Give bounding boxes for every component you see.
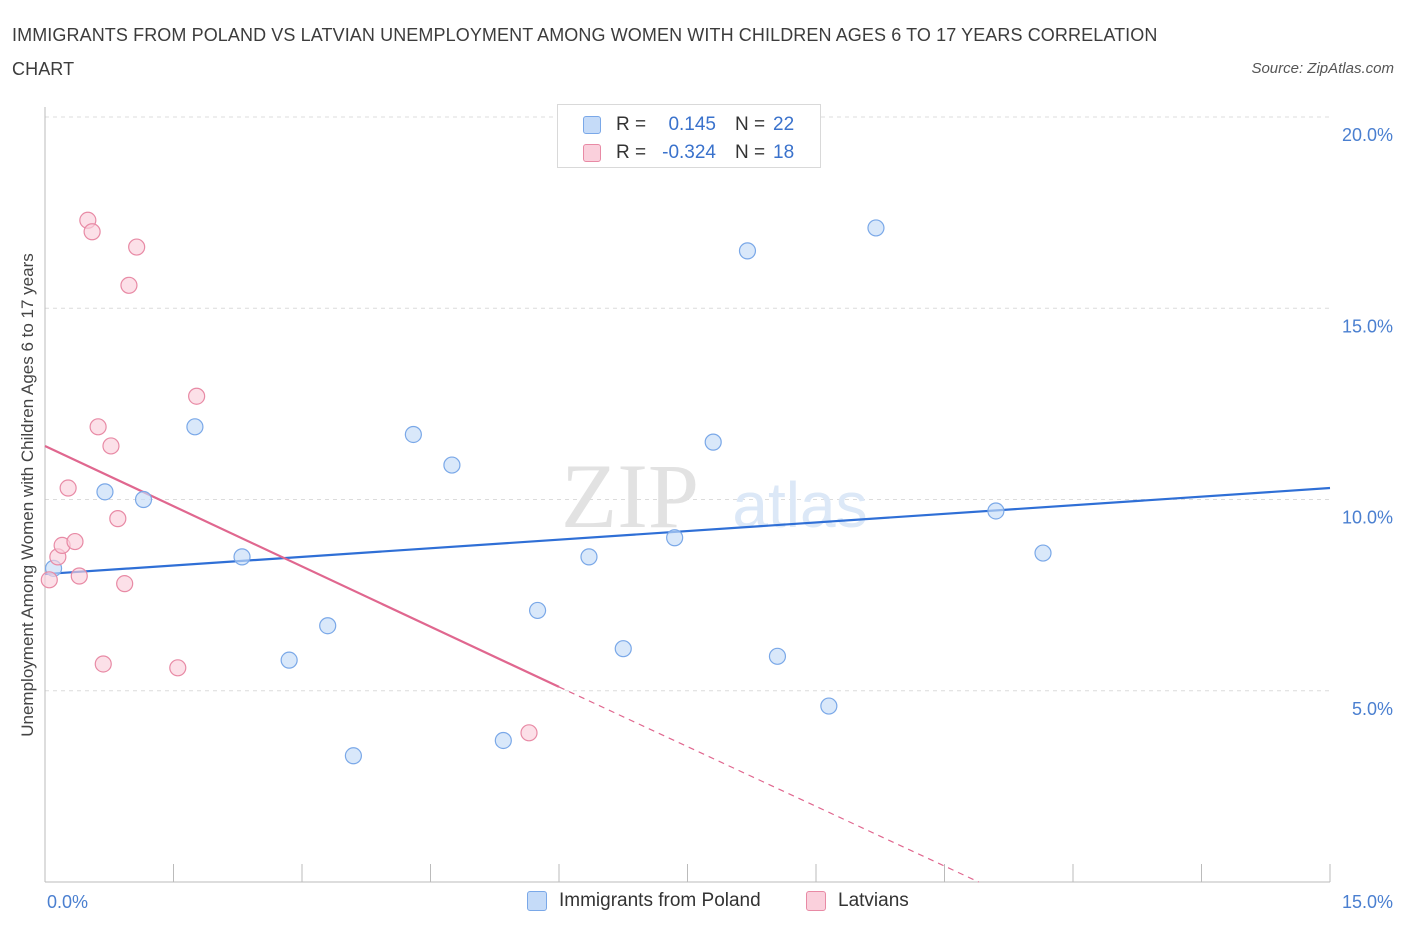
data-point-latvians (116, 575, 134, 593)
data-point-poland (404, 425, 422, 444)
legend-r-value: -0.324 (662, 142, 716, 163)
legend-swatch-latvians (583, 144, 601, 162)
y-tick-label: 5.0% (1352, 699, 1393, 719)
data-point-poland (580, 548, 598, 566)
data-point-poland (186, 418, 204, 436)
trend-layer (44, 444, 1331, 883)
legend-n-label: N = (735, 114, 766, 135)
data-point-poland (738, 242, 757, 260)
data-point-poland (867, 219, 885, 237)
data-point-latvians (66, 532, 84, 551)
data-point-latvians (520, 724, 538, 742)
data-point-poland (820, 697, 838, 715)
data-point-latvians (169, 659, 187, 677)
trend-line (44, 486, 1331, 576)
data-point-latvians (59, 479, 77, 497)
legend-r-label: R = (616, 142, 647, 163)
x-tick-label: 0.0% (47, 892, 88, 912)
axis-layer (44, 107, 1331, 883)
legend-n-label: N = (735, 142, 766, 163)
watermark-atlas: atlas (732, 469, 867, 541)
trend-line (44, 444, 560, 688)
data-point-latvians (89, 418, 107, 436)
data-point-latvians (40, 571, 58, 589)
data-point-latvians (83, 223, 101, 241)
y-tick-label: 10.0% (1342, 508, 1393, 528)
data-point-poland (319, 617, 337, 635)
legend-swatch-latvians (806, 891, 826, 911)
data-point-poland (614, 640, 632, 658)
legend-label-poland: Immigrants from Poland (559, 890, 761, 911)
data-point-latvians (109, 510, 127, 528)
y-tick-label: 15.0% (1342, 316, 1393, 336)
data-point-poland (233, 548, 251, 566)
data-point-poland (280, 651, 298, 669)
data-point-poland (528, 601, 547, 620)
legend-r-label: R = (616, 114, 647, 135)
data-point-poland (768, 647, 787, 665)
watermark: ZIP atlas (561, 445, 868, 547)
data-point-latvians (120, 276, 138, 294)
data-point-poland (96, 483, 114, 501)
correlation-legend: R = 0.145 N = 22 R = -0.324 N = 18 (557, 104, 821, 168)
legend-swatch-poland (583, 116, 601, 134)
data-point-latvians (94, 655, 112, 673)
data-point-latvians (102, 437, 120, 455)
data-point-poland (494, 731, 512, 750)
points-layer (40, 211, 1052, 765)
data-point-latvians (70, 567, 88, 585)
legend-n-value: 18 (773, 142, 795, 163)
data-point-poland (134, 490, 153, 509)
data-point-poland (987, 502, 1005, 520)
data-point-latvians (128, 238, 146, 256)
chart-title: IMMIGRANTS FROM POLAND VS LATVIAN UNEMPL… (12, 25, 1158, 79)
tick-label-layer: 5.0% 10.0% 15.0% 20.0% 0.0% 15.0% (47, 125, 1393, 912)
chart-source: Source: ZipAtlas.com (1251, 60, 1394, 77)
legend-label-latvians: Latvians (838, 890, 909, 911)
legend-r-value: 0.145 (668, 114, 716, 135)
trend-line-extension (558, 686, 980, 883)
legend-swatch-poland (527, 891, 547, 911)
data-point-poland (666, 529, 684, 547)
data-point-poland (1034, 544, 1052, 562)
data-point-poland (704, 433, 722, 451)
grid-layer (45, 116, 1330, 692)
y-tick-label: 20.0% (1342, 125, 1393, 145)
data-point-poland (344, 747, 362, 765)
data-point-poland (443, 456, 461, 474)
legend-n-value: 22 (773, 114, 795, 135)
x-tick-label: 15.0% (1342, 892, 1393, 912)
data-point-latvians (188, 387, 206, 405)
